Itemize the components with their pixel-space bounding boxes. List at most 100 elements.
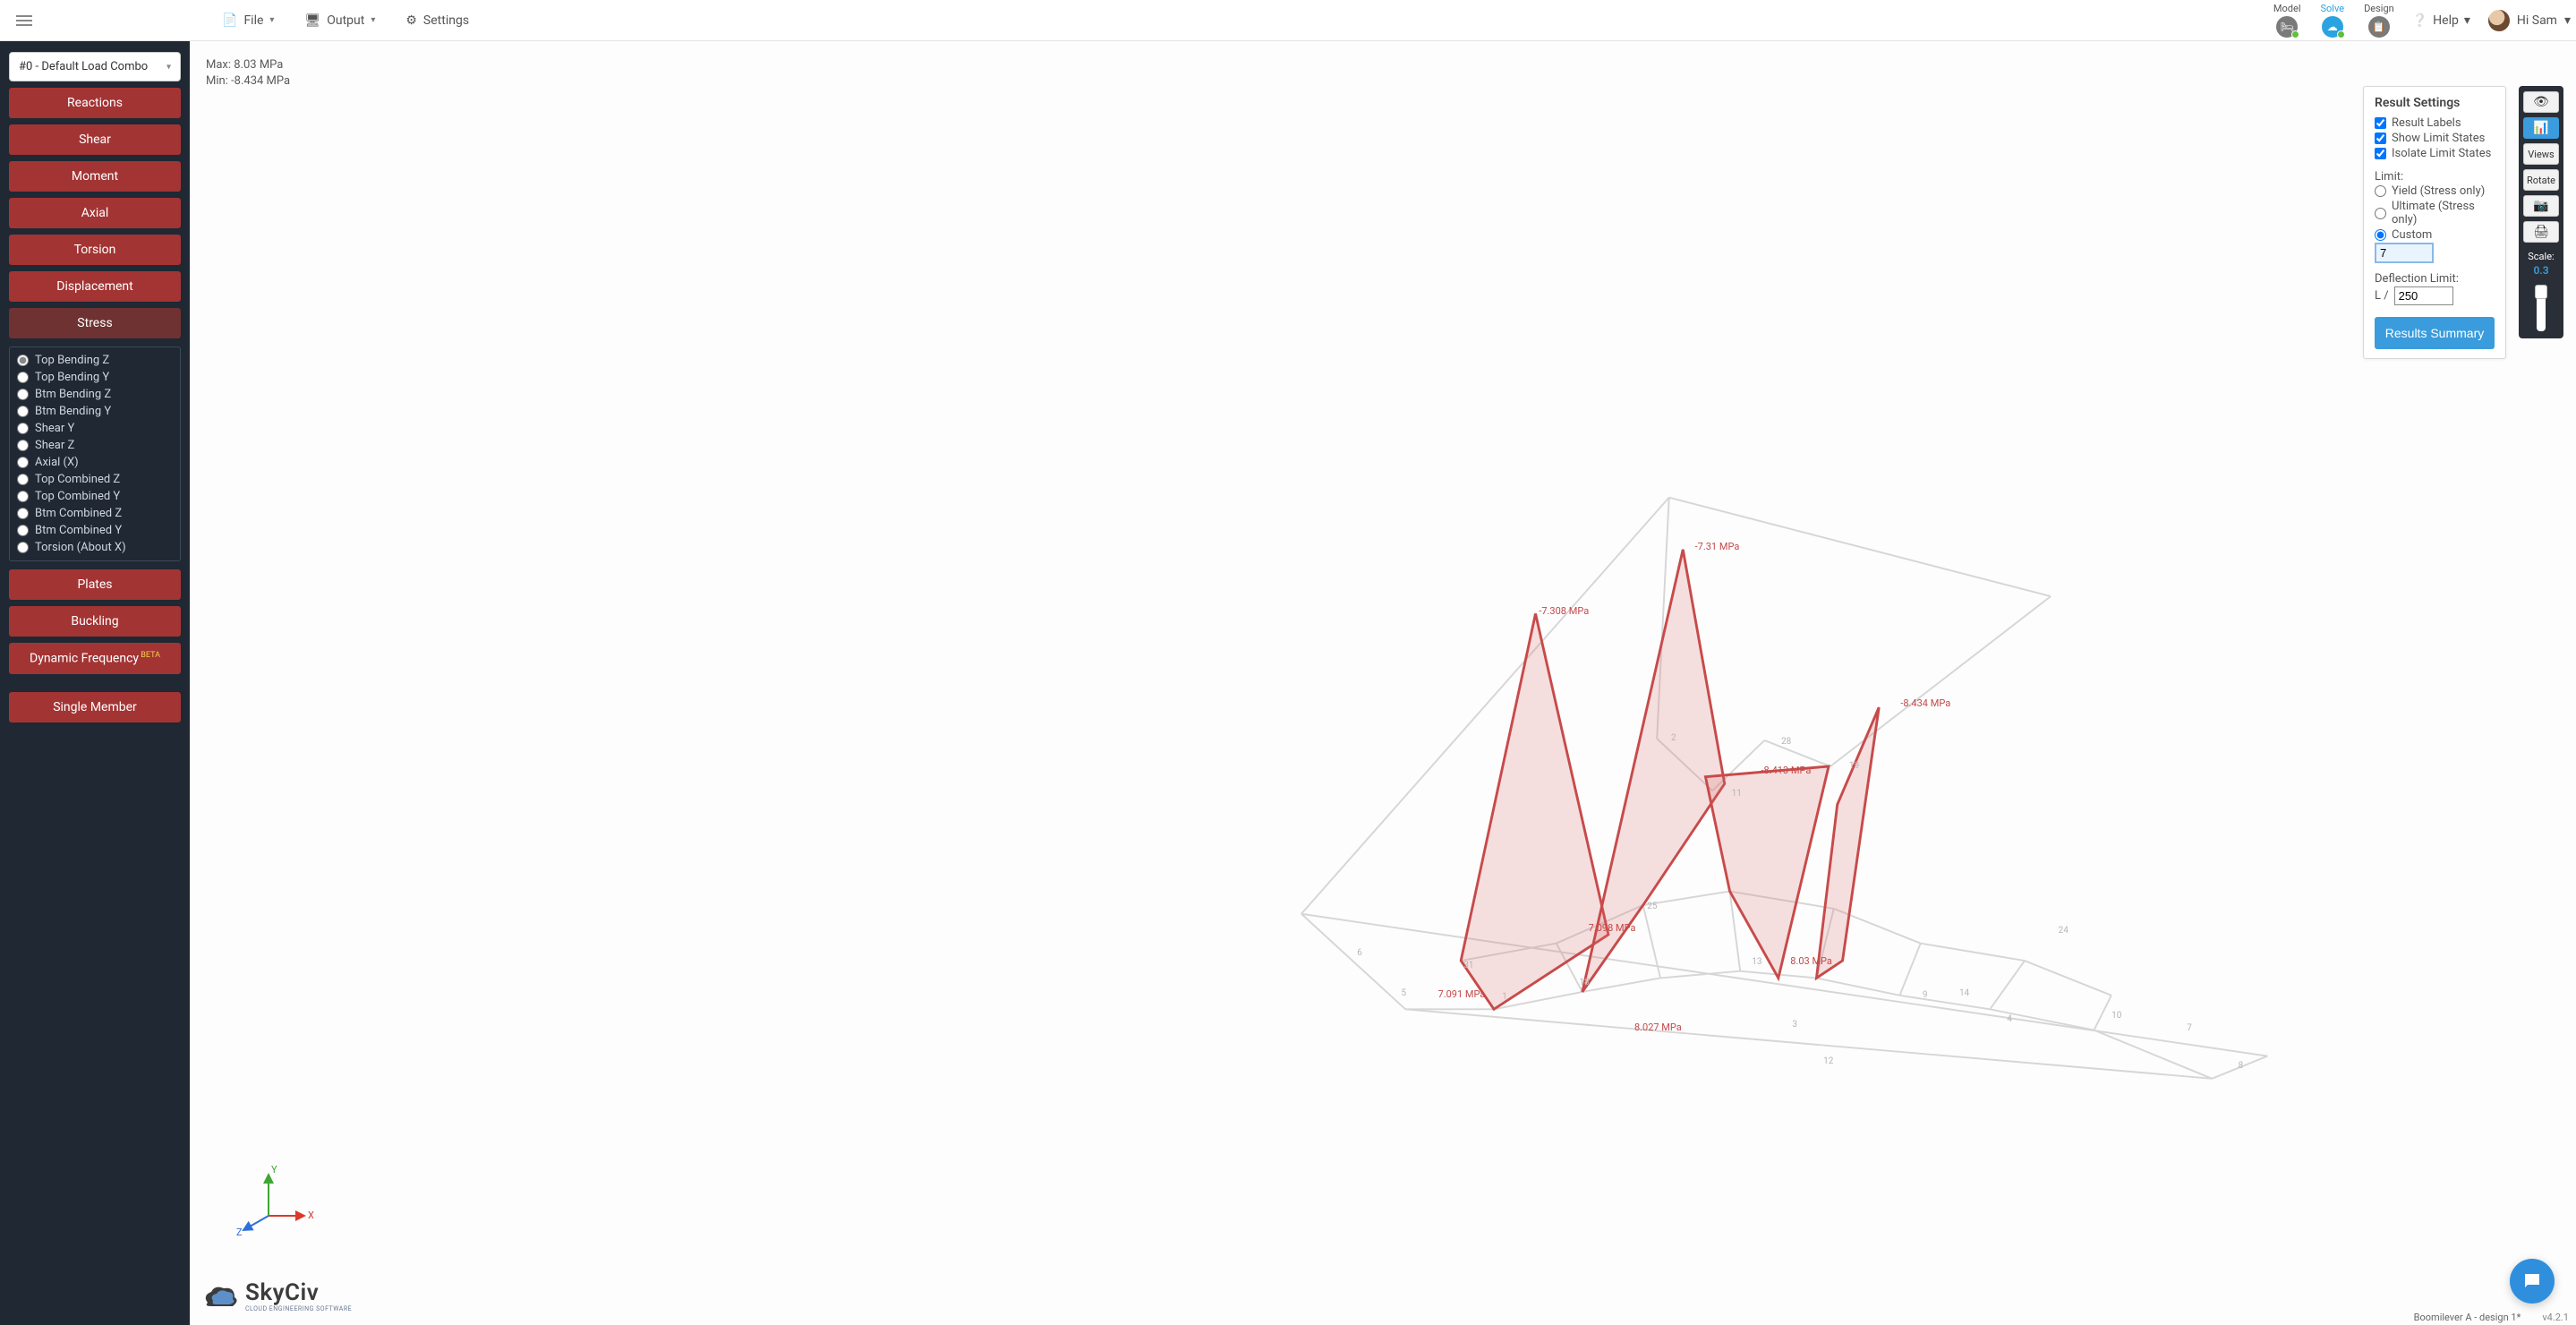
model-icon: 🛏 (2276, 16, 2298, 38)
mode-solve-label: Solve (2321, 3, 2345, 14)
sidebar: #0 - Default Load Combo Reactions Shear … (0, 41, 190, 1325)
dynfreq-button[interactable]: Dynamic Frequency (9, 643, 181, 674)
stress-button[interactable]: Stress (9, 308, 181, 338)
stress-option[interactable]: Shear Z (17, 438, 173, 453)
show-limit-check[interactable]: Show Limit States (2375, 131, 2495, 146)
eye-icon: 👁 (2533, 95, 2549, 109)
logo-name: SkyCiv (245, 1281, 352, 1304)
user-menu[interactable]: Hi Sam ▾ (2488, 10, 2571, 31)
logo: SkyCiv CLOUD ENGINEERING SOFTWARE (200, 1281, 352, 1312)
stress-option[interactable]: Shear Y (17, 421, 173, 436)
mode-design[interactable]: Design 📋 (2364, 3, 2394, 38)
displacement-button[interactable]: Displacement (9, 271, 181, 302)
solve-icon: ☁ (2322, 16, 2343, 38)
top-bar: 📄 File ▾ 🖥 Output ▾ ⚙ Settings Model 🛏 S… (0, 0, 2576, 41)
main: #0 - Default Load Combo Reactions Shear … (0, 41, 2576, 1325)
reactions-button[interactable]: Reactions (9, 88, 181, 118)
print-button[interactable]: 🖨 (2523, 221, 2559, 243)
gear-icon: ⚙ (405, 13, 417, 28)
axis-gizmo: X Y Z (235, 1164, 315, 1244)
result-labels-check[interactable]: Result Labels (2375, 115, 2495, 131)
node-label: 9 (1923, 990, 1928, 1000)
logo-icon (200, 1283, 240, 1312)
hamburger-menu[interactable] (5, 6, 43, 35)
visibility-button[interactable]: 👁 (2523, 91, 2559, 113)
stress-option[interactable]: Top Combined Z (17, 472, 173, 487)
axis-y-label: Y (271, 1164, 277, 1175)
moment-button[interactable]: Moment (9, 161, 181, 192)
help-icon: ❔ (2412, 13, 2427, 28)
stress-option-label: Top Bending Z (35, 354, 109, 367)
buckling-button[interactable]: Buckling (9, 606, 181, 637)
stress-option-label: Torsion (About X) (35, 541, 126, 554)
stress-option[interactable]: Axial (X) (17, 455, 173, 470)
limit-yield-radio[interactable]: Yield (Stress only) (2375, 184, 2495, 199)
model-viewport[interactable] (190, 41, 2576, 1325)
stress-option[interactable]: Btm Combined Y (17, 523, 173, 538)
stress-option-label: Btm Combined Z (35, 507, 122, 520)
results-summary-button[interactable]: Results Summary (2375, 317, 2495, 349)
chart-icon: 📊 (2533, 121, 2548, 135)
chat-button[interactable] (2510, 1259, 2555, 1304)
rotate-button[interactable]: Rotate (2523, 169, 2559, 191)
mode-group: Model 🛏 Solve ☁ Design 📋 (2273, 3, 2394, 38)
deflection-input[interactable] (2394, 286, 2453, 305)
node-label: 3 (1792, 1020, 1797, 1030)
load-combo-value: #0 - Default Load Combo (19, 60, 148, 73)
mode-solve[interactable]: Solve ☁ (2321, 3, 2345, 38)
stress-option[interactable]: Btm Combined Z (17, 506, 173, 521)
help-menu[interactable]: ❔ Help ▾ (2412, 13, 2470, 28)
views-button[interactable]: Views (2523, 143, 2559, 165)
load-combo-select[interactable]: #0 - Default Load Combo (9, 52, 181, 81)
top-menus: 📄 File ▾ 🖥 Output ▾ ⚙ Settings (222, 13, 469, 28)
screenshot-button[interactable]: 📷 (2523, 195, 2559, 217)
version-label: v4.2.1 (2542, 1312, 2569, 1323)
stress-option[interactable]: Btm Bending Z (17, 387, 173, 402)
scale-value: 0.3 (2533, 264, 2548, 277)
plates-button[interactable]: Plates (9, 569, 181, 600)
design-icon: 📋 (2368, 16, 2390, 38)
canvas[interactable]: Max: 8.03 MPa Min: -8.434 MPa -7.308 MPa… (190, 41, 2576, 1325)
shear-button[interactable]: Shear (9, 124, 181, 155)
chevron-down-icon: ▾ (2464, 13, 2470, 28)
node-label: 8 (2239, 1061, 2244, 1071)
axis-x-label: X (308, 1210, 314, 1221)
stress-option[interactable]: Torsion (About X) (17, 540, 173, 555)
limit-custom-radio[interactable]: Custom (2375, 227, 2495, 243)
stress-option-label: Btm Bending Y (35, 405, 111, 418)
single-member-button[interactable]: Single Member (9, 692, 181, 722)
output-menu[interactable]: 🖥 Output ▾ (304, 13, 375, 28)
settings-menu[interactable]: ⚙ Settings (405, 13, 469, 28)
slider-knob[interactable] (2535, 285, 2547, 299)
mode-model[interactable]: Model 🛏 (2273, 3, 2301, 38)
node-label: 6 (1357, 948, 1362, 958)
chevron-down-icon: ▾ (371, 15, 375, 25)
result-settings-panel: Result Settings Result Labels Show Limit… (2363, 86, 2506, 359)
stress-option[interactable]: Btm Bending Y (17, 404, 173, 419)
limit-ultimate-radio[interactable]: Ultimate (Stress only) (2375, 199, 2495, 227)
camera-icon: 📷 (2533, 199, 2548, 213)
node-label: 14 (1959, 988, 1969, 998)
help-label: Help (2433, 13, 2459, 28)
file-menu[interactable]: 📄 File ▾ (222, 13, 274, 28)
scale-slider[interactable] (2537, 285, 2546, 331)
stress-value-label: 7.098 MPa (1589, 922, 1636, 934)
stress-option[interactable]: Top Bending Y (17, 370, 173, 385)
isolate-limit-check[interactable]: Isolate Limit States (2375, 146, 2495, 161)
stress-option[interactable]: Top Combined Y (17, 489, 173, 504)
node-label: 18 (1579, 978, 1589, 987)
results-button[interactable]: 📊 (2523, 117, 2559, 139)
node-label: 10 (2111, 1011, 2121, 1021)
torsion-button[interactable]: Torsion (9, 235, 181, 265)
result-settings-title: Result Settings (2375, 96, 2495, 110)
topbar-right: Model 🛏 Solve ☁ Design 📋 ❔ Help ▾ Hi Sam… (2273, 3, 2571, 38)
scale-label: Scale: (2528, 251, 2554, 262)
right-toolbar: 👁 📊 Views Rotate 📷 🖨 Scale: 0.3 (2519, 86, 2563, 338)
stress-option[interactable]: Top Bending Z (17, 353, 173, 368)
footer: Boomilever A - design 1* v4.2.1 (2414, 1312, 2569, 1323)
custom-limit-input[interactable] (2375, 243, 2434, 263)
chevron-down-icon: ▾ (2564, 13, 2571, 28)
stress-value-label: -8.434 MPa (1900, 697, 1950, 709)
stress-value-label: 8.027 MPa (1634, 1022, 1682, 1033)
axial-button[interactable]: Axial (9, 198, 181, 228)
